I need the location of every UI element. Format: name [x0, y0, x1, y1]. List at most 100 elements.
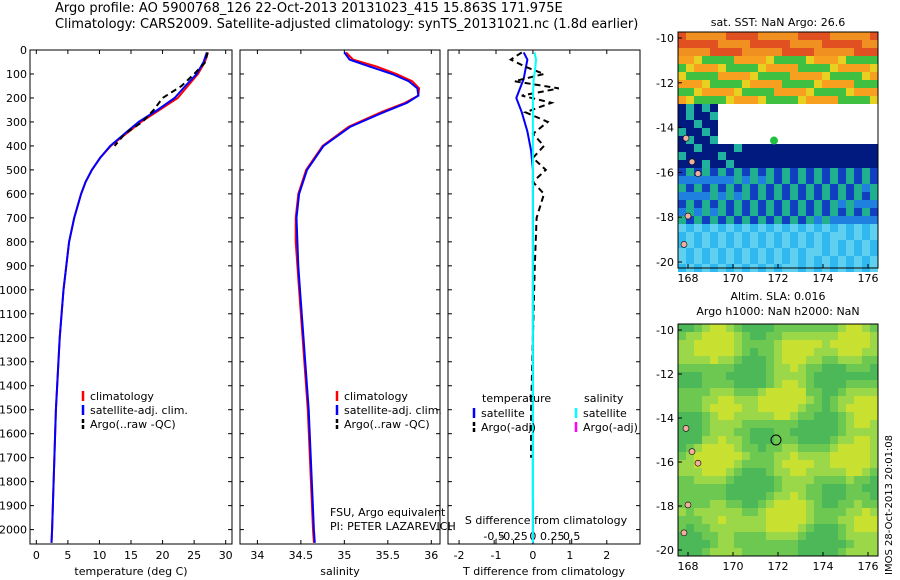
map-cell — [750, 356, 758, 364]
map-cell — [870, 476, 878, 484]
map-cell — [790, 248, 798, 256]
map-cell — [758, 412, 766, 420]
map-cell — [798, 372, 806, 380]
map-cell — [798, 548, 806, 556]
map-cell — [806, 216, 814, 224]
map-cell — [710, 372, 718, 380]
map-cell — [798, 500, 806, 508]
map-cell — [678, 380, 686, 388]
map-cell — [766, 120, 774, 128]
map-cell — [854, 96, 862, 104]
map-cell — [750, 532, 758, 540]
map-cell — [782, 232, 790, 240]
map-cell — [854, 232, 862, 240]
map-cell — [830, 380, 838, 388]
map-cell — [782, 200, 790, 208]
map-cell — [830, 136, 838, 144]
map-cell — [758, 516, 766, 524]
map-cell — [694, 452, 702, 460]
map-cell — [702, 184, 710, 192]
map-cell — [790, 476, 798, 484]
map-cell — [862, 160, 870, 168]
map-cell — [734, 348, 742, 356]
map-cell — [726, 256, 734, 264]
map-cell — [798, 248, 806, 256]
map-cell — [726, 208, 734, 216]
map-cell — [758, 484, 766, 492]
map-cell — [790, 324, 798, 332]
map-cell — [846, 492, 854, 500]
map-cell — [814, 248, 822, 256]
map-cell — [718, 80, 726, 88]
map-cell — [830, 168, 838, 176]
map-cell — [710, 208, 718, 216]
map-cell — [774, 348, 782, 356]
x-tick-label: 30 — [219, 549, 233, 562]
map-cell — [734, 120, 742, 128]
map-cell — [806, 176, 814, 184]
map-cell — [750, 40, 758, 48]
map-cell — [766, 500, 774, 508]
map-cell — [758, 168, 766, 176]
map-cell — [854, 540, 862, 548]
map-cell — [726, 356, 734, 364]
map-cell — [742, 72, 750, 80]
map-cell — [750, 412, 758, 420]
map-cell — [694, 56, 702, 64]
map-cell — [694, 200, 702, 208]
map-cell — [806, 104, 814, 112]
map-cell — [854, 332, 862, 340]
map-cell — [726, 492, 734, 500]
map-cell — [854, 224, 862, 232]
map-cell — [870, 412, 878, 420]
x-tick-label: -2 — [454, 549, 465, 562]
map-cell — [854, 492, 862, 500]
map-cell — [678, 388, 686, 396]
map-cell — [846, 524, 854, 532]
map-cell — [710, 192, 718, 200]
map-cell — [710, 40, 718, 48]
map-cell — [790, 176, 798, 184]
map-cell — [718, 104, 726, 112]
map-cell — [694, 388, 702, 396]
map-cell — [782, 224, 790, 232]
map-cell — [758, 460, 766, 468]
map-cell — [710, 348, 718, 356]
map-cell — [854, 420, 862, 428]
map-cell — [838, 500, 846, 508]
map-cell — [862, 40, 870, 48]
map-cell — [798, 468, 806, 476]
map-cell — [758, 388, 766, 396]
map-cell — [758, 364, 766, 372]
map-cell — [790, 48, 798, 56]
map-cell — [750, 420, 758, 428]
map-cell — [838, 356, 846, 364]
map-cell — [686, 412, 694, 420]
map-cell — [862, 128, 870, 136]
map-cell — [798, 120, 806, 128]
map-cell — [782, 160, 790, 168]
map-cell — [686, 372, 694, 380]
map-cell — [734, 508, 742, 516]
map-cell — [806, 404, 814, 412]
legend-label: climatology — [344, 390, 408, 403]
map-cell — [742, 380, 750, 388]
map-cell — [710, 256, 718, 264]
map-cell — [742, 476, 750, 484]
map-cell — [734, 160, 742, 168]
map-cell — [870, 136, 878, 144]
map-cell — [758, 176, 766, 184]
map-cell — [830, 548, 838, 556]
map-cell — [790, 120, 798, 128]
map-cell — [734, 364, 742, 372]
map-cell — [838, 88, 846, 96]
map-cell — [694, 516, 702, 524]
map-cell — [694, 348, 702, 356]
map-cell — [758, 160, 766, 168]
map-cell — [838, 72, 846, 80]
legend-label: satellite-adj. clim. — [90, 404, 188, 417]
depth-tick-label: 700 — [6, 212, 27, 225]
map-cell — [734, 200, 742, 208]
map-cell — [822, 88, 830, 96]
map-cell — [846, 208, 854, 216]
